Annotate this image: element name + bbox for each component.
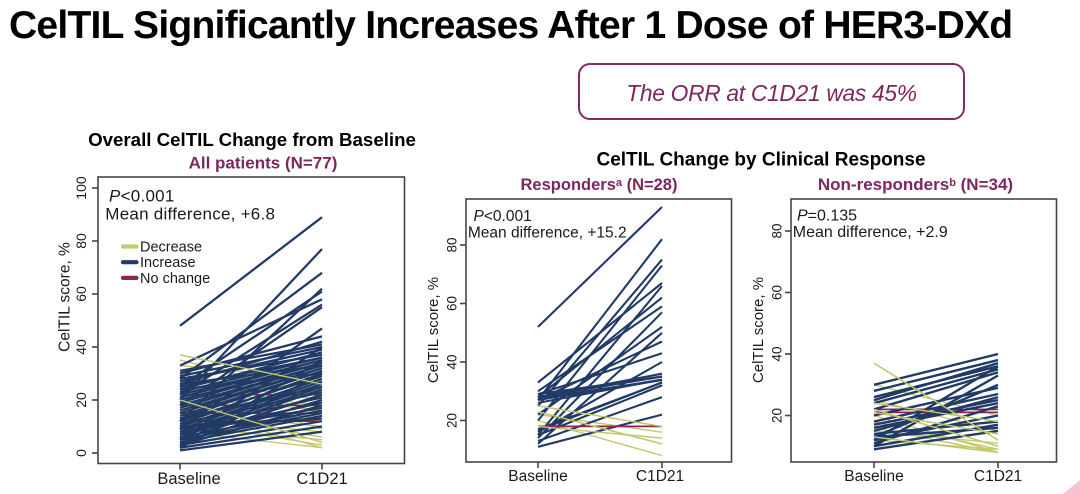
svg-text:CelTIL score, %: CelTIL score, % xyxy=(750,277,767,383)
svg-text:20: 20 xyxy=(770,408,785,423)
svg-text:C1D21: C1D21 xyxy=(636,468,684,485)
svg-text:Mean difference, +2.9: Mean difference, +2.9 xyxy=(793,224,948,241)
svg-text:CelTIL Change by Clinical Resp: CelTIL Change by Clinical Response xyxy=(596,150,925,171)
svg-text:100: 100 xyxy=(73,176,89,200)
svg-text:20: 20 xyxy=(73,392,89,408)
svg-text:60: 60 xyxy=(445,296,460,311)
svg-text:P<0.001: P<0.001 xyxy=(474,208,532,225)
svg-text:60: 60 xyxy=(73,286,89,302)
svg-text:80: 80 xyxy=(770,223,785,238)
svg-text:40: 40 xyxy=(770,346,785,361)
svg-text:CelTIL score, %: CelTIL score, % xyxy=(57,242,74,352)
svg-text:Baseline: Baseline xyxy=(844,468,903,485)
svg-text:Baseline: Baseline xyxy=(157,470,220,488)
svg-text:40: 40 xyxy=(73,339,89,355)
svg-text:80: 80 xyxy=(445,237,460,252)
svg-text:P=0.135: P=0.135 xyxy=(797,208,857,225)
svg-text:P<0.001: P<0.001 xyxy=(109,186,175,205)
svg-text:Respondersa (N=28): Respondersa (N=28) xyxy=(521,176,678,194)
svg-text:Increase: Increase xyxy=(140,255,196,271)
svg-text:Decrease: Decrease xyxy=(140,240,202,256)
svg-text:Non-respondersb (N=34): Non-respondersb (N=34) xyxy=(818,175,1013,194)
svg-text:CelTIL score, %: CelTIL score, % xyxy=(425,277,442,383)
svg-text:Baseline: Baseline xyxy=(508,468,567,485)
svg-text:20: 20 xyxy=(445,413,460,428)
svg-text:Mean difference, +15.2: Mean difference, +15.2 xyxy=(468,224,627,241)
svg-text:C1D21: C1D21 xyxy=(296,470,347,488)
svg-text:C1D21: C1D21 xyxy=(974,468,1022,485)
svg-text:Overall CelTIL Change from Bas: Overall CelTIL Change from Baseline xyxy=(88,129,416,150)
svg-text:60: 60 xyxy=(770,285,785,300)
svg-text:0: 0 xyxy=(73,449,89,457)
svg-text:No change: No change xyxy=(140,271,210,287)
svg-text:All patients (N=77): All patients (N=77) xyxy=(189,154,338,173)
svg-text:Mean difference, +6.8: Mean difference, +6.8 xyxy=(105,204,275,223)
svg-text:40: 40 xyxy=(445,354,460,369)
svg-text:80: 80 xyxy=(73,233,89,249)
